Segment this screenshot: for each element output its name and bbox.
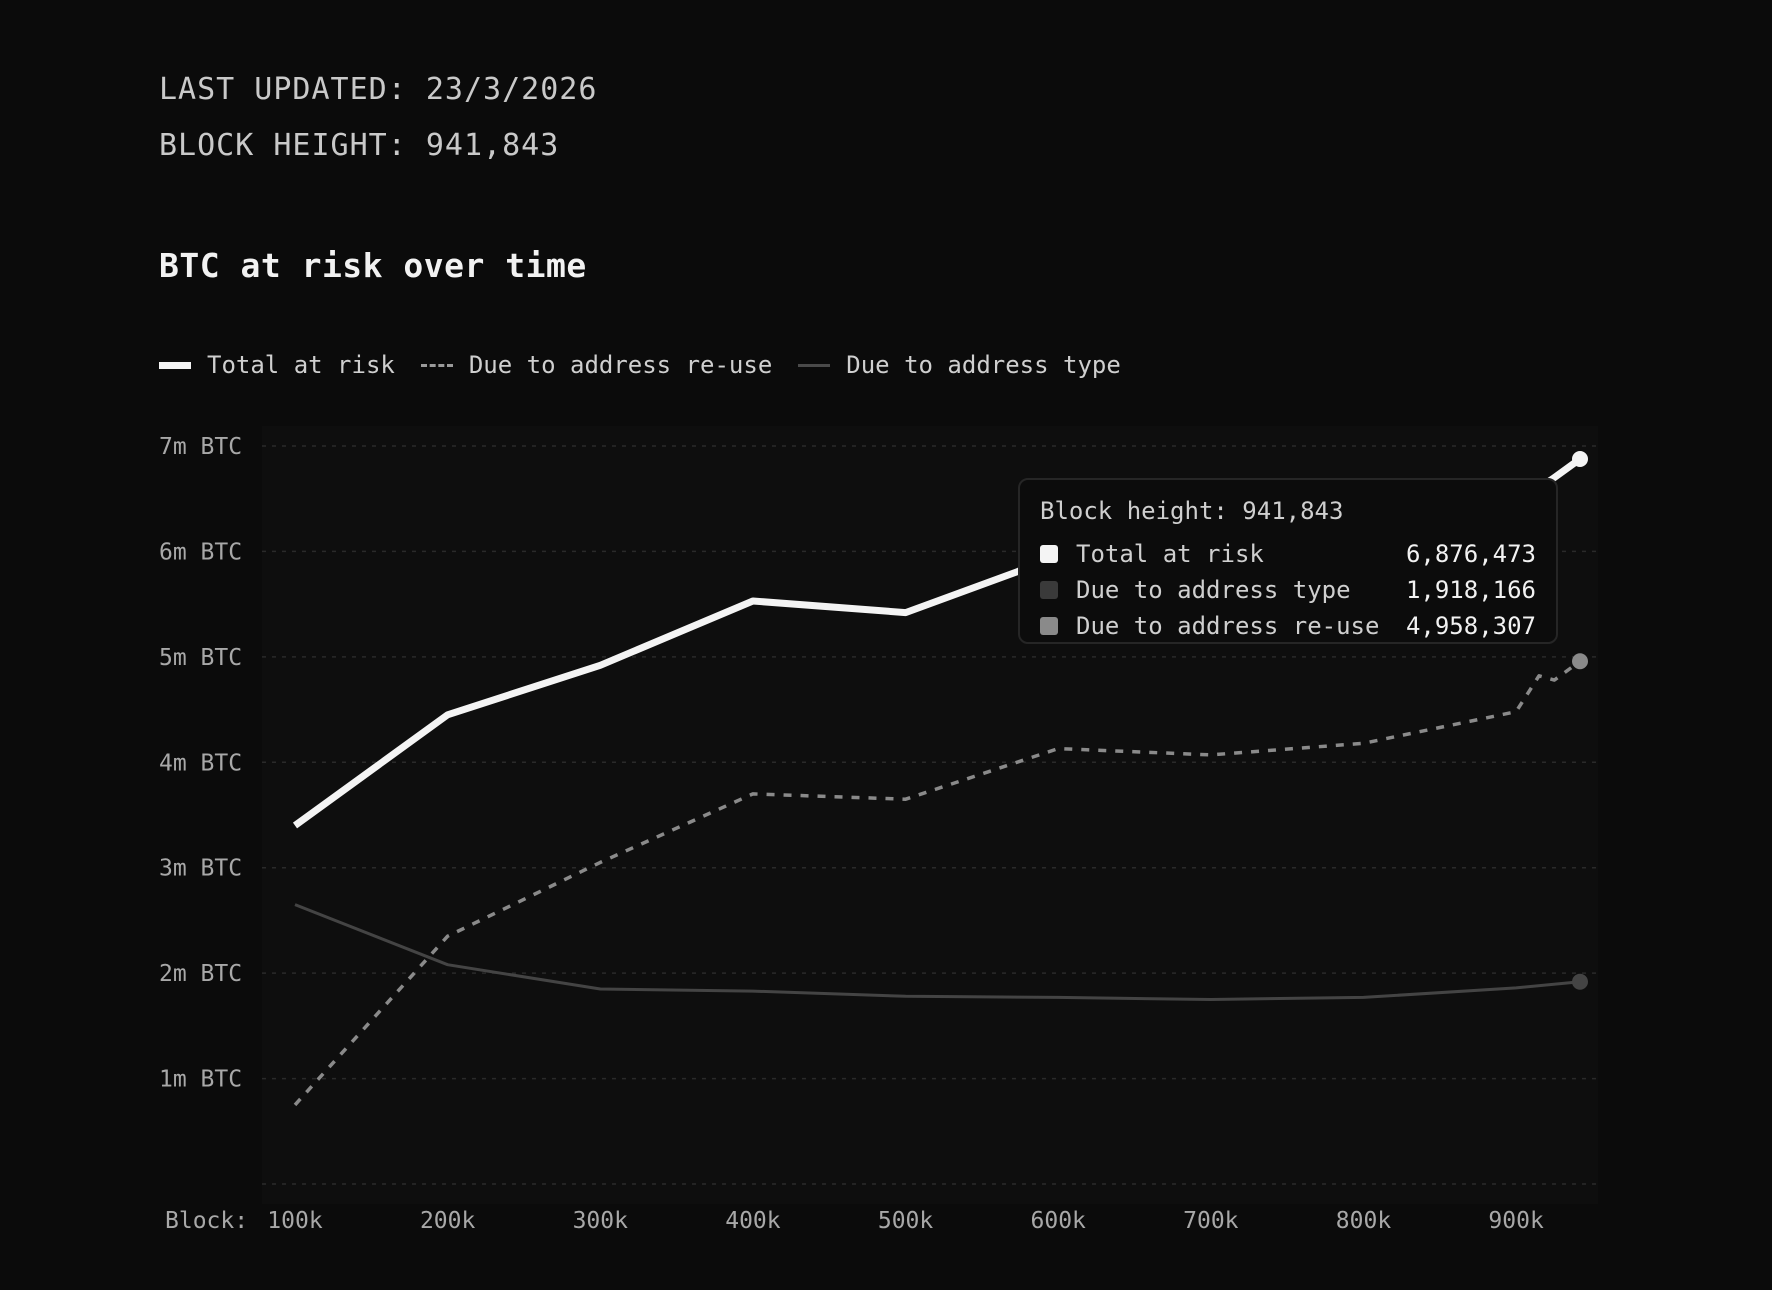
last-updated: LAST UPDATED: 23/3/2026: [159, 72, 598, 107]
tooltip-label-reuse: Due to address re-use: [1076, 612, 1380, 640]
tooltip-swatch-type: [1040, 581, 1058, 599]
tooltip-value-total: 6,876,473: [1405, 540, 1536, 568]
tooltip-value-reuse: 4,958,307: [1405, 612, 1536, 640]
legend-item-type[interactable]: Due to address type: [798, 351, 1121, 379]
x-tick-label: 300k: [573, 1208, 629, 1234]
y-tick-label: 3m BTC: [159, 856, 242, 882]
tooltip-swatch-total: [1040, 545, 1058, 563]
x-tick-label: 600k: [1031, 1208, 1087, 1234]
tooltip-value-type: 1,918,166: [1405, 576, 1536, 604]
y-tick-label: 6m BTC: [159, 539, 242, 565]
legend-swatch-thin-icon: [798, 363, 831, 367]
tooltip-row-total: Total at risk 6,876,473: [1040, 536, 1536, 572]
x-axis-ticks: Block: 100k 200k 300k 400k 500k 600k 700k 800k 90…: [165, 1208, 1544, 1234]
x-tick-label: 700k: [1183, 1208, 1239, 1234]
legend-label-type: Due to address type: [846, 351, 1121, 379]
legend-label-total: Total at risk: [207, 351, 395, 379]
series-endpoint-0: [1572, 451, 1588, 468]
legend-swatch-dashed-icon: [420, 363, 453, 367]
x-axis-prefix: Block:: [165, 1208, 248, 1234]
legend-item-reuse[interactable]: Due to address re-use: [420, 351, 773, 379]
x-tick-label: 900k: [1488, 1208, 1544, 1234]
legend-swatch-solid-icon: [159, 361, 191, 369]
y-tick-label: 4m BTC: [159, 750, 242, 776]
tooltip-row-type: Due to address type 1,918,166: [1040, 572, 1536, 608]
y-tick-label: 5m BTC: [159, 645, 242, 671]
x-tick-label: 800k: [1336, 1208, 1392, 1234]
y-axis-ticks: 1m BTC 2m BTC 3m BTC 4m BTC 5m BTC 6m BTC 7m B…: [159, 434, 242, 1093]
tooltip-label-type: Due to address type: [1076, 576, 1351, 604]
series-line-2: [294, 903, 1581, 1001]
tooltip-header: Block height: 941,843: [1040, 497, 1344, 525]
x-tick-label: 500k: [878, 1208, 934, 1234]
x-tick-label: 400k: [725, 1208, 781, 1234]
series-line-1: [293, 659, 1582, 1107]
chart-legend: Total at risk Due to address re-use Due …: [159, 348, 1147, 382]
legend-item-total[interactable]: Total at risk: [159, 351, 395, 379]
block-height: BLOCK HEIGHT: 941,843: [159, 128, 560, 163]
series-endpoints: [1572, 451, 1588, 990]
legend-label-reuse: Due to address re-use: [468, 351, 773, 379]
x-tick-label: 200k: [420, 1208, 476, 1234]
series-endpoint-2: [1572, 973, 1588, 990]
meta-info: LAST UPDATED: 23/3/2026 BLOCK HEIGHT: 94…: [159, 70, 597, 182]
chart-tooltip: Block height: 941,843 Total at risk 6,87…: [1018, 478, 1558, 644]
chart-title: BTC at risk over time: [159, 246, 587, 285]
series-endpoint-1: [1572, 653, 1588, 670]
grid-lines: [262, 445, 1598, 1185]
y-tick-label: 7m BTC: [159, 434, 242, 460]
tooltip-label-total: Total at risk: [1076, 540, 1264, 568]
tooltip-swatch-reuse: [1040, 617, 1058, 635]
y-tick-label: 1m BTC: [159, 1067, 242, 1093]
y-tick-label: 2m BTC: [159, 961, 242, 987]
x-tick-label: 100k: [267, 1208, 323, 1234]
tooltip-row-reuse: Due to address re-use 4,958,307: [1040, 608, 1536, 644]
